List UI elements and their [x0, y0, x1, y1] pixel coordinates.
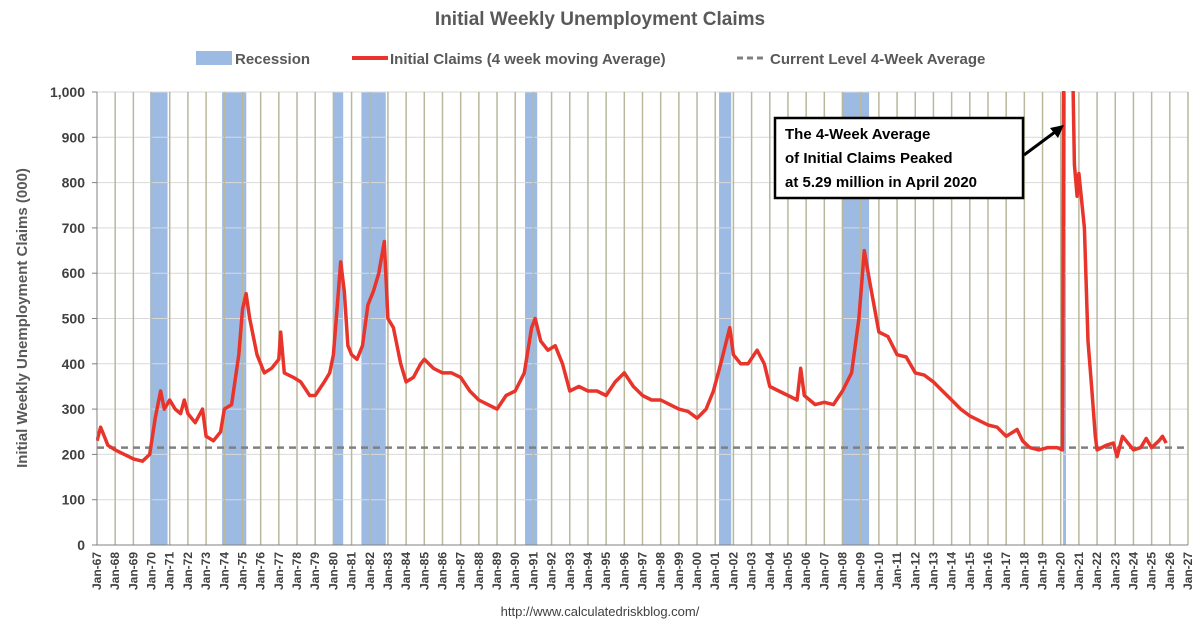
annotation-arrow	[1024, 132, 1055, 155]
x-tick-label: Jan-72	[181, 552, 195, 590]
x-tick-label: Jan-99	[672, 552, 686, 590]
x-tick-label: Jan-89	[490, 552, 504, 590]
x-tick-label: Jan-02	[726, 552, 740, 590]
annotation-line-1: The 4-Week Average	[785, 126, 930, 143]
x-tick-label: Jan-16	[981, 552, 995, 590]
x-tick-label: Jan-79	[308, 552, 322, 590]
x-tick-label: Jan-75	[235, 552, 249, 590]
legend: Recession Initial Claims (4 week moving …	[196, 51, 985, 68]
annotation-line-2: of Initial Claims Peaked	[785, 150, 953, 167]
x-tick-label: Jan-24	[1126, 552, 1140, 590]
x-tick-label: Jan-15	[963, 552, 977, 590]
x-tick-label: Jan-68	[108, 552, 122, 590]
x-tick-label: Jan-10	[872, 552, 886, 590]
x-tick-label: Jan-04	[763, 552, 777, 590]
x-tick-label: Jan-71	[163, 552, 177, 590]
x-tick-label: Jan-20	[1054, 552, 1068, 590]
x-tick-label: Jan-07	[817, 552, 831, 590]
x-tick-label: Jan-67	[90, 552, 104, 590]
y-tick-label: 800	[62, 175, 86, 191]
x-tick-label: Jan-06	[799, 552, 813, 590]
x-tick-label: Jan-76	[254, 552, 268, 590]
y-tick-labels: 0 100 200 300 400 500 600 700 800 900 1,000	[50, 84, 85, 553]
x-tick-labels: Jan-67 Jan-68 Jan-69 Jan-70 Jan-71 Jan-72 Jan-…	[90, 552, 1195, 590]
x-tick-label: Jan-85	[417, 552, 431, 590]
x-tick-label: Jan-01	[708, 552, 722, 590]
x-tick-label: Jan-83	[381, 552, 395, 590]
x-tick-label: Jan-82	[363, 552, 377, 590]
x-tick-label: Jan-88	[472, 552, 486, 590]
y-tick-label: 200	[62, 446, 86, 462]
y-tick-label: 900	[62, 129, 86, 145]
y-tick-label: 500	[62, 311, 86, 327]
x-tick-label: Jan-93	[563, 552, 577, 590]
x-tick-label: Jan-22	[1090, 552, 1104, 590]
x-tick-label: Jan-09	[854, 552, 868, 590]
x-tick-label: Jan-69	[126, 552, 140, 590]
x-tick-label: Jan-17	[999, 552, 1013, 590]
y-tick-label: 300	[62, 401, 86, 417]
x-tick-label: Jan-91	[526, 552, 540, 590]
x-tick-label: Jan-25	[1145, 552, 1159, 590]
x-tick-label: Jan-78	[290, 552, 304, 590]
source-url: http://www.calculatedriskblog.com/	[501, 604, 700, 619]
x-tick-label: Jan-86	[435, 552, 449, 590]
x-tick-label: Jan-73	[199, 552, 213, 590]
x-tick-label: Jan-11	[890, 552, 904, 590]
x-tick-label: Jan-13	[926, 552, 940, 590]
x-tick-label: Jan-14	[945, 552, 959, 590]
x-tick-label: Jan-98	[654, 552, 668, 590]
x-tick-label: Jan-80	[326, 552, 340, 590]
chart-title: Initial Weekly Unemployment Claims	[435, 9, 765, 30]
y-tick-label: 0	[77, 537, 85, 553]
x-tick-label: Jan-87	[454, 552, 468, 590]
x-tick-label: Jan-19	[1036, 552, 1050, 590]
x-tick-label: Jan-05	[781, 552, 795, 590]
x-tick-label: Jan-90	[508, 552, 522, 590]
legend-current-label: Current Level 4-Week Average	[770, 51, 985, 68]
x-tick-label: Jan-97	[636, 552, 650, 590]
x-tick-label: Jan-23	[1108, 552, 1122, 590]
y-tick-label: 600	[62, 265, 86, 281]
annotation: The 4-Week Average of Initial Claims Pea…	[775, 118, 1064, 198]
x-tick-label: Jan-00	[690, 552, 704, 590]
x-tick-label: Jan-18	[1017, 552, 1031, 590]
x-tick-label: Jan-81	[345, 552, 359, 590]
x-tick-label: Jan-94	[581, 552, 595, 590]
y-tick-label: 100	[62, 492, 86, 508]
x-tick-label: Jan-26	[1163, 552, 1177, 590]
x-tick-label: Jan-96	[617, 552, 631, 590]
y-tick-label: 700	[62, 220, 86, 236]
x-tick-label: Jan-84	[399, 552, 413, 590]
x-tick-label: Jan-70	[145, 552, 159, 590]
x-tick-label: Jan-03	[745, 552, 759, 590]
x-tick-label: Jan-77	[272, 552, 286, 590]
y-axis-label: Initial Weekly Unemployment Claims (000)	[14, 168, 31, 468]
annotation-line-3: at 5.29 million in April 2020	[785, 174, 977, 191]
x-tick-label: Jan-21	[1072, 552, 1086, 590]
x-tick-label: Jan-92	[545, 552, 559, 590]
y-tick-label: 400	[62, 356, 86, 372]
x-tick-label: Jan-12	[908, 552, 922, 590]
legend-recession-swatch	[196, 51, 232, 65]
x-tick-label: Jan-27	[1181, 552, 1195, 590]
x-tick-label: Jan-74	[217, 552, 231, 590]
legend-recession-label: Recession	[235, 51, 310, 68]
y-tick-label: 1,000	[50, 84, 85, 100]
x-tick-label: Jan-95	[599, 552, 613, 590]
x-tick-label: Jan-08	[836, 552, 850, 590]
legend-claims-label: Initial Claims (4 week moving Average)	[390, 51, 666, 68]
